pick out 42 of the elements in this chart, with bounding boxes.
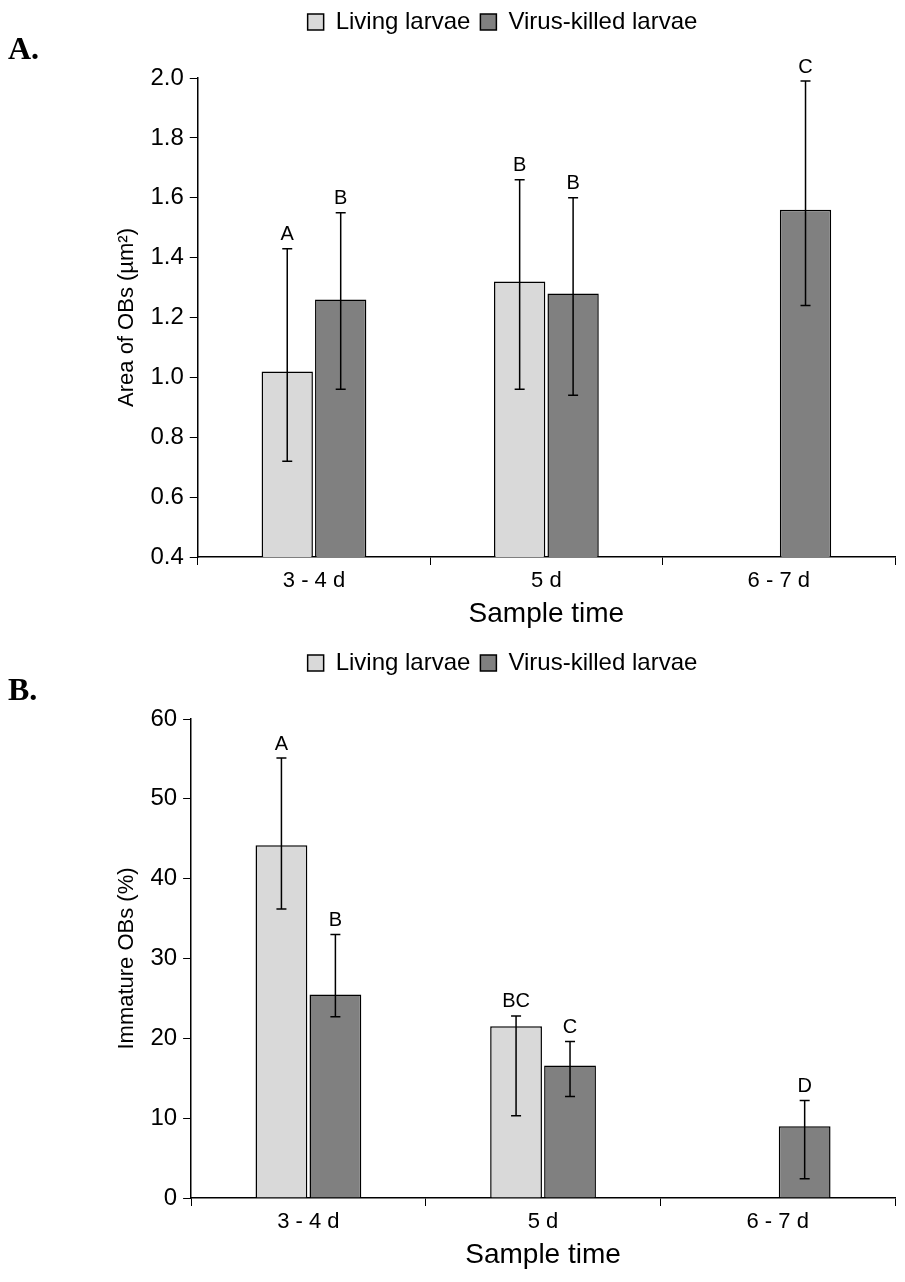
legend-label: Living larvae bbox=[335, 647, 471, 675]
x-tick-label: 6 - 7 d bbox=[747, 567, 810, 593]
text: C bbox=[798, 54, 813, 77]
y-tick-label: 0 bbox=[163, 1182, 178, 1210]
annotation: A bbox=[274, 731, 289, 754]
y-tick-label: 50 bbox=[150, 783, 178, 811]
x-tick-label: 5 d bbox=[531, 567, 562, 593]
legend-label: Living larvae bbox=[335, 6, 471, 34]
text: A. bbox=[8, 30, 40, 67]
annotation: B bbox=[334, 186, 348, 209]
y-tick-label: 40 bbox=[150, 863, 178, 891]
y-tick-label: 1.0 bbox=[150, 362, 184, 389]
y-tick-label: 0.8 bbox=[150, 421, 184, 449]
x-tick-label: 3 - 4 d bbox=[282, 567, 346, 593]
y-tick-label: 60 bbox=[150, 703, 178, 731]
y-axis-title: Area of OBs (µm²) bbox=[113, 228, 139, 407]
text: B. bbox=[8, 671, 38, 708]
annotation: B bbox=[566, 171, 580, 194]
x-tick-label: 6 - 7 d bbox=[746, 1208, 809, 1234]
annotation: C bbox=[562, 1015, 578, 1038]
y-tick-label: 1.6 bbox=[150, 182, 184, 210]
y-tick-label: 2.0 bbox=[150, 62, 184, 90]
y-tick-label: 20 bbox=[150, 1022, 178, 1050]
y-tick-label: 0.6 bbox=[150, 481, 184, 509]
x-tick-label: 3 - 4 d bbox=[277, 1208, 340, 1234]
legend-label: Virus-killed larvae bbox=[508, 647, 698, 675]
annotation: BC bbox=[502, 989, 530, 1012]
legend-label: Virus-killed larvae bbox=[508, 6, 698, 34]
x-axis-title: Sample time bbox=[465, 1237, 621, 1269]
y-tick-label: 1.8 bbox=[150, 122, 184, 150]
y-tick-label: 1.2 bbox=[150, 302, 184, 330]
y-tick-label: 0.4 bbox=[150, 541, 184, 569]
x-tick-label: 5 d bbox=[527, 1208, 559, 1234]
x-axis-title: Sample time bbox=[468, 596, 625, 628]
y-axis-title: Immature OBs (%) bbox=[113, 867, 139, 1050]
y-tick-label: 30 bbox=[150, 943, 178, 971]
annotation: B bbox=[328, 908, 343, 931]
y-tick-label: 1.4 bbox=[150, 242, 184, 270]
annotation: A bbox=[280, 222, 295, 245]
y-tick-label: 10 bbox=[150, 1102, 178, 1130]
annotation: D bbox=[797, 1074, 812, 1097]
annotation: B bbox=[512, 153, 527, 176]
